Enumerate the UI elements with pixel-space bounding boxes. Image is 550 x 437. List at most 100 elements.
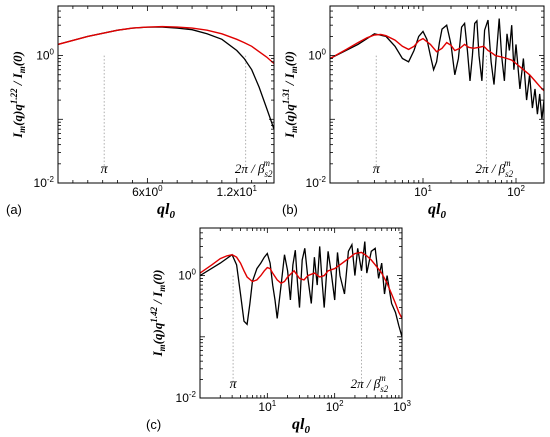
annotation-main: 2π / β (476, 161, 506, 176)
y-tick-label-base: 10 (36, 49, 50, 63)
x-tick-label: 103 (393, 399, 411, 414)
series-line-red (330, 33, 544, 92)
annotation-sup: m (264, 158, 271, 168)
y-axis-title-part: I (10, 132, 25, 139)
x-axis-title-base: ql (157, 201, 170, 218)
y-tick-label-exp: -2 (319, 175, 327, 184)
y-axis-title-sub: m (17, 126, 27, 133)
x-tick-label: 101 (258, 399, 276, 414)
y-axis-title-sub: m (289, 66, 299, 73)
y-axis-title-part: I (282, 132, 297, 139)
x-tick-label-base: 10 (393, 400, 407, 414)
annotation-two-pi-over-beta: 2π / βs2m (235, 158, 273, 179)
y-axis-title-part: (0) (150, 270, 165, 285)
y-tick-label-exp: 0 (192, 268, 197, 277)
y-axis-title-sub: m (289, 126, 299, 133)
x-tick-label-base: 10 (326, 400, 340, 414)
y-axis-title-part: (0) (282, 51, 297, 66)
x-axis-title-base: ql (428, 201, 441, 218)
plot-frame (57, 5, 275, 184)
x-axis-title-sub: 0 (440, 209, 446, 221)
x-tick-label-exp: 2 (339, 399, 344, 408)
y-axis-title-part: (q)q (150, 322, 165, 344)
y-tick-label-base: 10 (308, 49, 322, 63)
annotation-sub: s2 (264, 169, 273, 179)
y-axis-title-part: / I (150, 291, 165, 307)
x-axis-title: ql0 (428, 201, 446, 221)
y-tick-label: 100 (36, 48, 54, 63)
x-tick-label: 1.2x101 (217, 184, 258, 199)
annotation-main: 2π / β (235, 161, 265, 176)
x-tick-label-exp: 0 (158, 184, 163, 193)
y-tick-label: 10-2 (306, 175, 327, 190)
x-tick-label-base: 10 (414, 185, 428, 199)
plot-frame (199, 227, 403, 399)
x-tick-label-base: 6x10 (132, 185, 158, 199)
panel-label: (a) (6, 202, 22, 217)
x-axis-title-sub: 0 (304, 424, 310, 436)
y-tick-label: 100 (308, 48, 326, 63)
y-tick-label-base: 10 (306, 176, 320, 190)
y-tick-label: 10-2 (176, 390, 197, 405)
annotation-pi: π (373, 162, 381, 177)
y-axis-title-sup: 1.31 (281, 88, 291, 104)
y-axis-title-part: / I (282, 72, 297, 88)
x-tick-label: 102 (507, 184, 525, 199)
x-axis-title-base: ql (292, 416, 305, 433)
panel-label: (b) (282, 202, 298, 217)
y-axis-title: Im(q)q1.22 / Im(0) (9, 51, 27, 139)
y-axis-title-sub: m (157, 344, 167, 351)
y-axis-title-sub: m (17, 66, 27, 73)
y-tick-label-base: 10 (178, 269, 192, 283)
x-tick-label-exp: 3 (406, 399, 411, 408)
y-axis-title-sup: 1.42 (149, 306, 159, 322)
x-tick-label: 102 (326, 399, 344, 414)
x-tick-label-base: 10 (258, 400, 272, 414)
x-axis-title-sub: 0 (169, 209, 175, 221)
x-tick-label-base: 10 (507, 185, 521, 199)
series-line-black (330, 18, 544, 120)
y-axis-title-sub: m (157, 285, 167, 292)
y-tick-label-base: 10 (34, 176, 48, 190)
x-tick-label: 101 (414, 184, 432, 199)
annotation-main: 2π / β (351, 376, 381, 391)
annotation-pi: π (101, 162, 109, 177)
x-tick-label-exp: 1 (253, 184, 258, 193)
y-tick-label: 100 (178, 268, 196, 283)
y-tick-label-exp: -2 (47, 175, 55, 184)
y-tick-label-exp: -2 (189, 390, 197, 399)
annotation-sup: m (504, 158, 511, 168)
annotation-pi: π (230, 377, 238, 392)
y-axis-title-part: I (150, 350, 165, 357)
series-line-black (58, 26, 274, 130)
y-axis-title-part: (0) (10, 51, 25, 66)
annotation-sup: m (379, 373, 386, 383)
series-line-red (200, 251, 402, 319)
x-tick-label-exp: 1 (272, 399, 277, 408)
y-axis-title-part: (q)q (10, 104, 25, 126)
y-tick-label-exp: 0 (50, 48, 55, 57)
x-tick-label-base: 1.2x10 (217, 185, 253, 199)
annotation-two-pi-over-beta: 2π / βs2m (476, 158, 514, 179)
y-axis-title: Im(q)q1.42 / Im(0) (149, 270, 167, 358)
x-tick-label: 6x100 (132, 184, 163, 199)
y-axis-title-sup: 1.22 (9, 88, 19, 104)
annotation-two-pi-over-beta: 2π / βs2m (351, 373, 389, 394)
y-tick-label: 10-2 (34, 175, 55, 190)
y-tick-label-exp: 0 (322, 48, 327, 57)
annotation-sub: s2 (380, 384, 389, 394)
y-axis-title-part: (q)q (282, 104, 297, 126)
y-tick-label-base: 10 (176, 391, 190, 405)
y-axis-title: Im(q)q1.31 / Im(0) (281, 51, 299, 139)
x-axis-title: ql0 (292, 416, 310, 436)
x-tick-label-exp: 1 (427, 184, 432, 193)
annotation-sub: s2 (505, 169, 514, 179)
series-line-red (58, 25, 274, 65)
y-axis-title-part: / I (10, 72, 25, 88)
x-tick-label-exp: 2 (520, 184, 525, 193)
panel-label: (c) (146, 417, 161, 432)
series-line-black (200, 241, 402, 337)
